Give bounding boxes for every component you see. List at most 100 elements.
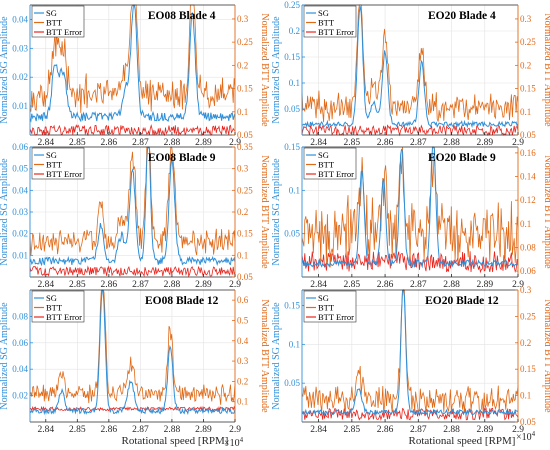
y-right-axis-label: Normalized BTT Amplitude	[259, 299, 270, 413]
x-tick-label: 2.89	[476, 138, 493, 148]
x-tick-label: 2.85	[344, 138, 361, 148]
y-right-tick-label: 0.06	[520, 266, 536, 276]
y-right-tick-label: 0.05	[237, 272, 253, 282]
x-tick-label: 2.84	[310, 138, 327, 148]
subplot: 2.84 2.85 2.86 2.87 2.88 2.89 2.9 0.01 0.02 0.03 0…	[0, 4, 270, 148]
series-btt-error-line	[301, 124, 519, 137]
legend-label: BTT	[318, 160, 335, 170]
x-tick-label: 2.85	[344, 425, 361, 435]
legend-label: SG	[46, 293, 57, 303]
y-left-tick-label: 0.15	[284, 142, 300, 152]
x-multiplier-left: ×104	[224, 436, 244, 449]
legend-label: SG	[318, 293, 329, 303]
y-right-tick-label: 0.15	[237, 84, 253, 94]
legend-label: BTT	[318, 303, 335, 313]
x-tick-label: 2.9	[512, 138, 524, 148]
y-left-tick-label: 0.1	[289, 78, 300, 88]
y-left-tick-label: 0.08	[12, 311, 28, 321]
y-left-tick-label: 0.05	[284, 229, 300, 239]
subplot-title: EO08 Blade 4	[148, 10, 216, 22]
subplot: 2.84 2.85 2.86 2.87 2.88 2.89 2.9 0.02 0.04 0.06 0…	[0, 289, 270, 435]
series-sg-line	[301, 6, 519, 129]
x-tick-label: 2.85	[344, 280, 361, 290]
y-right-tick-label: 0.08	[520, 242, 536, 252]
x-tick-label: 2.84	[310, 280, 327, 290]
x-tick-label: 2.84	[37, 138, 54, 148]
series-btt-error-line	[29, 265, 236, 278]
y-left-tick-label: 0.06	[12, 142, 28, 152]
y-right-tick-label: 0.2	[237, 376, 248, 386]
y-right-tick-label: 0.25	[237, 185, 253, 195]
y-left-tick-label: 0.15	[284, 52, 300, 62]
legend-label: SG	[318, 8, 329, 18]
legend-label: SG	[46, 150, 57, 160]
x-tick-label: 2.85	[69, 138, 86, 148]
subplot-title: EO20 Blade 12	[425, 295, 499, 307]
y-right-axis-label: Normalized BTT Amplitude	[542, 13, 550, 127]
y-right-tick-label: 0.3	[520, 14, 532, 24]
y-left-tick-label: 0.15	[284, 301, 300, 311]
y-left-axis-label: Normalized SG Amplitude	[0, 158, 10, 266]
x-multiplier-base: ×10	[224, 438, 240, 449]
legend-label: BTT Error	[46, 169, 82, 179]
subplot: 2.84 2.85 2.86 2.87 2.88 2.89 2.90.050.10.150.…	[271, 285, 550, 435]
legend-box	[303, 147, 357, 180]
x-multiplier-exp: 4	[240, 436, 244, 444]
x-tick-label: 2.9	[229, 138, 241, 148]
y-right-tick-label: 0.1	[237, 250, 248, 260]
y-left-tick-label: 0.04	[12, 185, 28, 195]
x-tick-label: 2.84	[37, 280, 54, 290]
x-tick-label: 2.9	[229, 425, 241, 435]
legend-label: SG	[46, 8, 57, 18]
y-right-tick-label: 0.2	[520, 338, 531, 348]
y-left-tick-label: 0.25	[284, 0, 300, 10]
y-right-tick-label: 0.3	[237, 356, 249, 366]
x-tick-label: 2.87	[132, 280, 149, 290]
legend-label: BTT	[46, 18, 63, 28]
x-tick-label: 2.85	[69, 425, 86, 435]
series-sg-line	[29, 4, 236, 123]
y-right-tick-label: 0.12	[520, 195, 536, 205]
x-tick-label: 2.86	[377, 138, 394, 148]
x-tick-label: 2.84	[310, 425, 327, 435]
y-left-tick-label: 0.05	[284, 378, 300, 388]
series-sg-line	[29, 289, 236, 416]
y-right-tick-label: 0.05	[237, 130, 253, 140]
x-tick-label: 2.84	[37, 425, 54, 435]
subplot-title: EO08 Blade 12	[145, 295, 219, 307]
x-tick-label: 2.9	[512, 425, 524, 435]
x-tick-label: 2.88	[443, 138, 460, 148]
y-left-axis-label: Normalized SG Amplitude	[271, 158, 282, 266]
y-right-tick-label: 0.6	[237, 295, 249, 305]
x-axis-label-right: Rotational speed [RPM]	[409, 435, 516, 447]
y-right-tick-label: 0.2	[237, 207, 248, 217]
legend-label: SG	[318, 150, 329, 160]
y-right-axis-label: Normalized BTT Amplitude	[542, 299, 550, 413]
y-left-tick-label: 0.05	[284, 104, 300, 114]
y-left-tick-label: 0.02	[12, 391, 28, 401]
series-btt-line	[301, 146, 519, 268]
x-tick-label: 2.86	[377, 280, 394, 290]
y-right-tick-label: 0.1	[520, 391, 531, 401]
series-btt-error-line	[29, 123, 236, 137]
y-right-axis-label: Normalized BTT Amplitude	[259, 155, 270, 269]
y-left-axis-label: Normalized SG Amplitude	[271, 302, 282, 410]
legend-label: BTT	[318, 18, 335, 28]
y-left-tick-label: 0.03	[12, 43, 28, 53]
y-left-tick-label: 0.05	[12, 164, 28, 174]
y-right-tick-label: 0.3	[237, 164, 249, 174]
series-sg-line	[301, 146, 519, 269]
y-right-axis-label: Normalized BTT Amplitude	[259, 13, 270, 127]
x-tick-label: 2.87	[410, 138, 427, 148]
x-tick-label: 2.86	[377, 425, 394, 435]
y-right-tick-label: 0.3	[237, 14, 249, 24]
x-tick-label: 2.87	[410, 425, 427, 435]
x-tick-label: 2.88	[164, 425, 181, 435]
y-right-tick-label: 0.2	[520, 60, 531, 70]
y-left-axis-label: Normalized SG Amplitude	[271, 16, 282, 124]
